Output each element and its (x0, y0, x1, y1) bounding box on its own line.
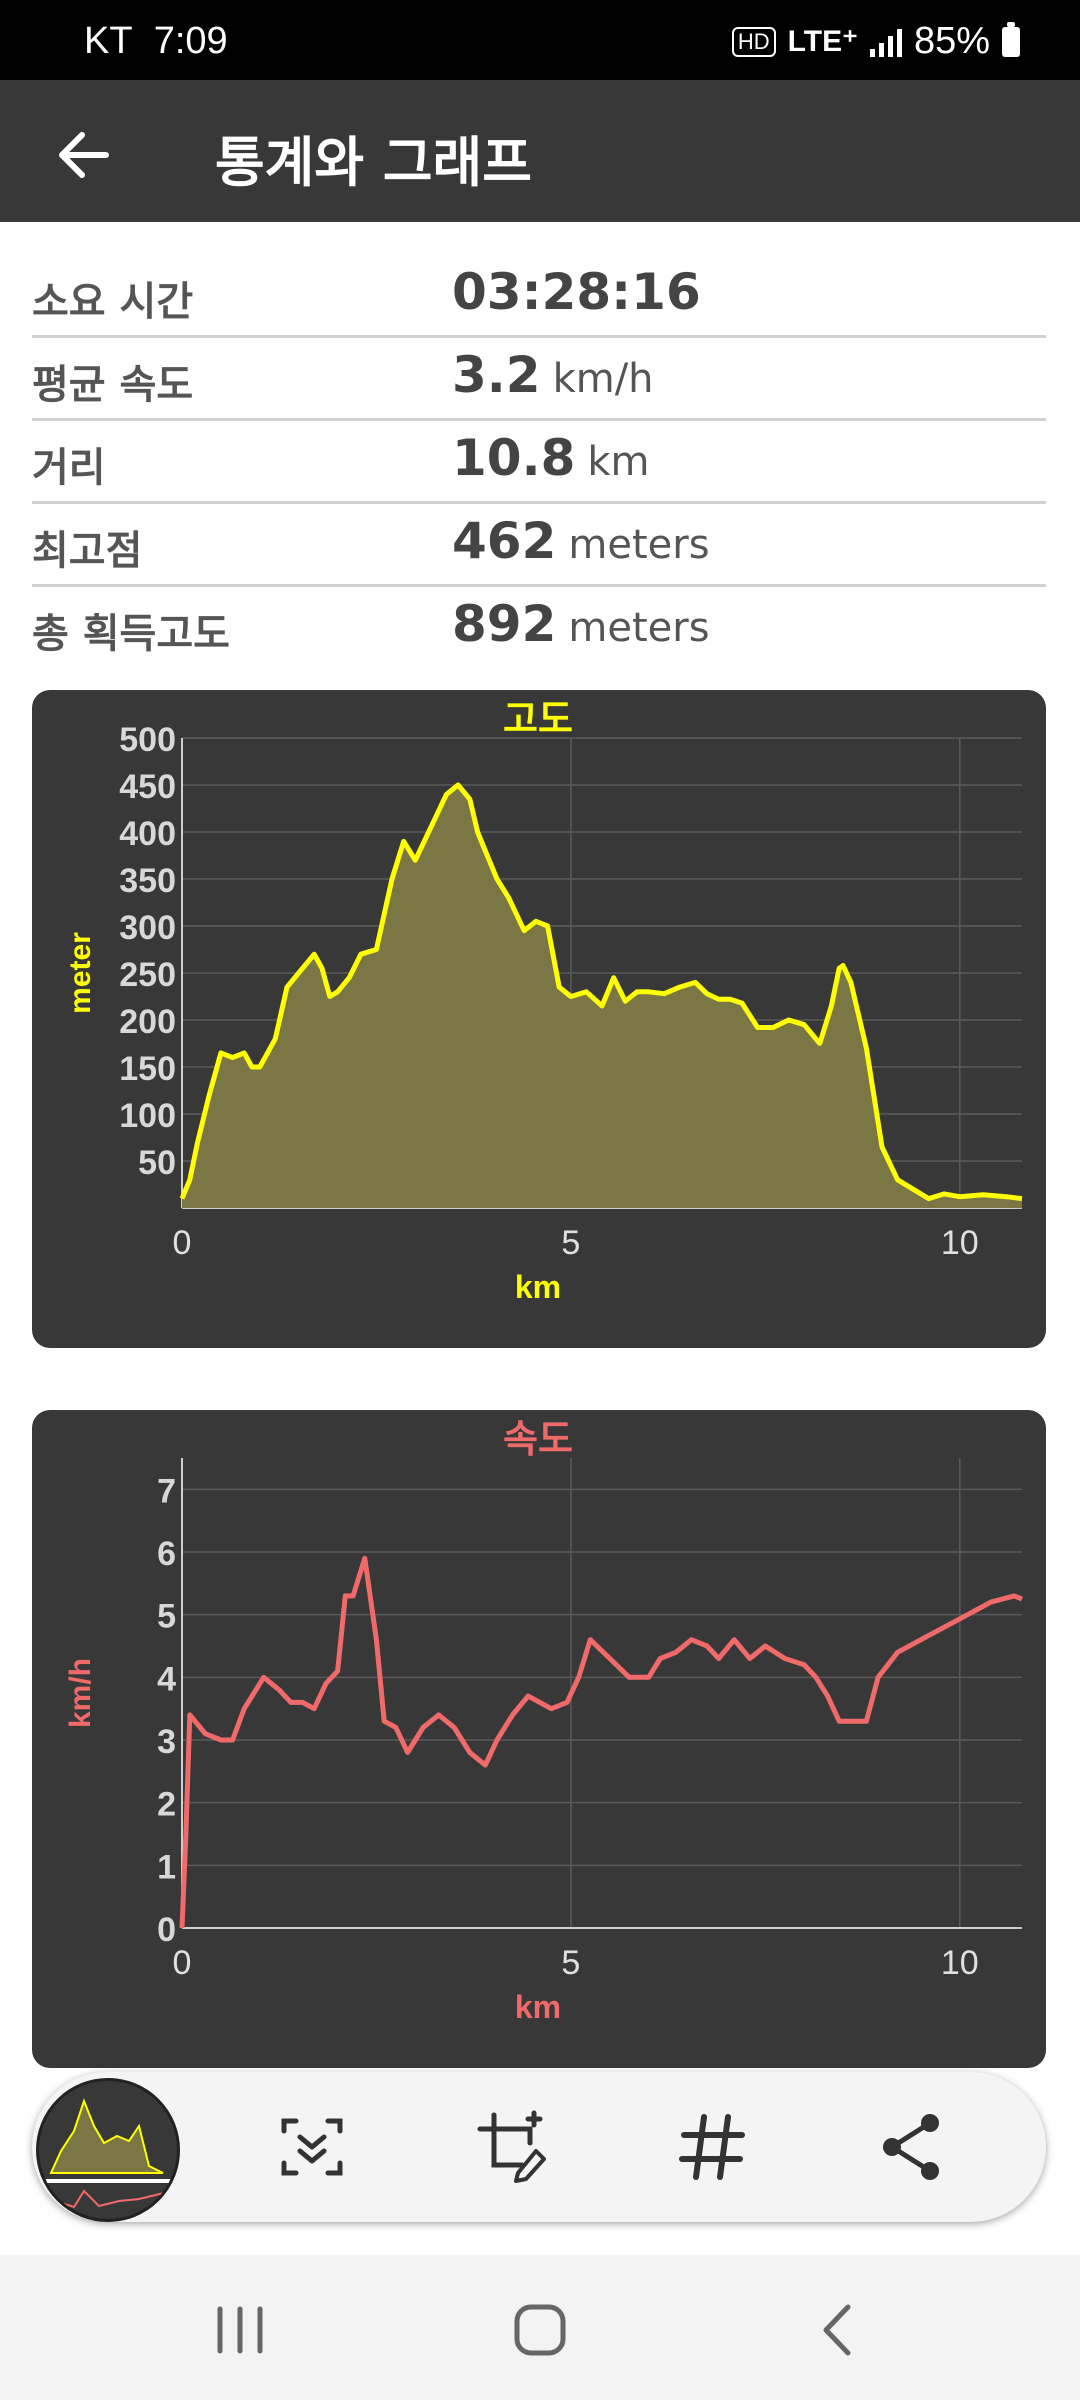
hashtag-icon[interactable] (672, 2107, 752, 2187)
chart-title: 속도 (503, 1417, 573, 1461)
back-icon[interactable] (800, 2295, 880, 2365)
y-tick-label: 50 (138, 1144, 176, 1182)
arrow-left-icon[interactable] (50, 120, 120, 190)
y-tick-label: 5 (157, 1598, 176, 1636)
stat-row-duration: 소요 시간 03:28:16 (32, 255, 1046, 338)
stats-table: 소요 시간 03:28:16 평균 속도 3.2 km/h 거리 10.8 km 최… (32, 255, 1046, 667)
elevation-chart-svg: 50 100 150 200 250 300 350 400 450 500 0 5 10 고도 km met… (64, 697, 1023, 1305)
y-tick-label: 6 (157, 1535, 176, 1573)
y-tick-label: 350 (119, 862, 176, 900)
chart-title: 고도 (503, 697, 573, 741)
status-left: KT 7:09 (84, 20, 228, 63)
screenshot-thumbnail[interactable] (36, 2078, 180, 2222)
screenshot-toolbar (32, 2072, 1046, 2222)
elevation-area (182, 785, 1022, 1208)
recent-apps-icon[interactable] (200, 2295, 280, 2365)
y-tick-label: 0 (157, 1911, 176, 1949)
x-tick-label: 5 (561, 1944, 580, 1982)
x-tick-label: 10 (941, 1944, 979, 1982)
y-tick-label: 150 (119, 1050, 176, 1088)
stat-row-distance: 거리 10.8 km (32, 421, 1046, 504)
y-tick-label: 250 (119, 956, 176, 994)
share-icon[interactable] (872, 2107, 952, 2187)
y-tick-label: 300 (119, 909, 176, 947)
speed-chart-svg: 0 1 2 3 4 5 6 7 0 5 10 속도 km km/h (64, 1417, 1023, 2025)
y-tick-label: 200 (119, 1003, 176, 1041)
signal-icon (869, 27, 902, 57)
stat-label: 거리 (32, 445, 106, 491)
battery-icon (1002, 21, 1020, 57)
series-line (179, 782, 1023, 1202)
home-icon[interactable] (500, 2295, 580, 2365)
page-title: 통계와 그래프 (215, 131, 532, 194)
y-tick-label: 2 (157, 1786, 176, 1824)
series-line (179, 1555, 1023, 1929)
stat-label: 최고점 (32, 528, 143, 574)
speed-chart[interactable]: 0 1 2 3 4 5 6 7 0 5 10 속도 km km/h (32, 1410, 1046, 2068)
elevation-chart[interactable]: 50 100 150 200 250 300 350 400 450 500 0 5 10 고도 km met… (32, 690, 1046, 1348)
status-bar: KT 7:09 HD LTE⁺ 85% (0, 0, 1080, 80)
hd-voice-icon: HD (731, 26, 776, 57)
stat-label: 총 획득고도 (32, 611, 230, 657)
stat-value: 462 meters (452, 512, 710, 570)
stat-label: 소요 시간 (32, 279, 194, 325)
network-type: LTE⁺ (787, 25, 858, 58)
x-tick-label: 0 (173, 1224, 192, 1262)
crop-edit-icon[interactable] (472, 2107, 552, 2187)
app-bar: 통계와 그래프 (0, 80, 1080, 222)
scroll-capture-icon[interactable] (272, 2107, 352, 2187)
y-axis-label: km/h (64, 1658, 97, 1728)
x-tick-label: 0 (173, 1944, 192, 1982)
y-tick-label: 400 (119, 815, 176, 853)
y-tick-label: 100 (119, 1097, 176, 1135)
system-nav-bar (0, 2255, 1080, 2400)
y-tick-label: 500 (119, 721, 176, 759)
clock: 7:09 (153, 20, 228, 62)
stat-value: 03:28:16 (452, 263, 701, 321)
x-tick-label: 10 (941, 1224, 979, 1262)
battery-percent: 85% (913, 20, 990, 62)
stat-value: 3.2 km/h (452, 346, 654, 404)
y-tick-label: 7 (157, 1472, 176, 1510)
stat-row-avg-speed: 평균 속도 3.2 km/h (32, 338, 1046, 421)
x-axis-label: km (515, 1269, 561, 1305)
carrier: KT (84, 20, 133, 62)
x-tick-label: 5 (561, 1224, 580, 1262)
stat-value: 892 meters (452, 595, 710, 653)
y-tick-label: 450 (119, 768, 176, 806)
y-axis-label: meter (64, 932, 97, 1014)
stat-row-elevation-gain: 총 획득고도 892 meters (32, 587, 1046, 667)
status-right: HD LTE⁺ 85% (731, 20, 1020, 63)
x-axis-label: km (515, 1989, 561, 2025)
stat-row-highest-point: 최고점 462 meters (32, 504, 1046, 587)
stat-value: 10.8 km (452, 429, 650, 487)
y-tick-label: 1 (157, 1848, 176, 1886)
y-tick-label: 4 (157, 1660, 176, 1698)
stat-label: 평균 속도 (32, 362, 194, 408)
y-tick-label: 3 (157, 1723, 176, 1761)
